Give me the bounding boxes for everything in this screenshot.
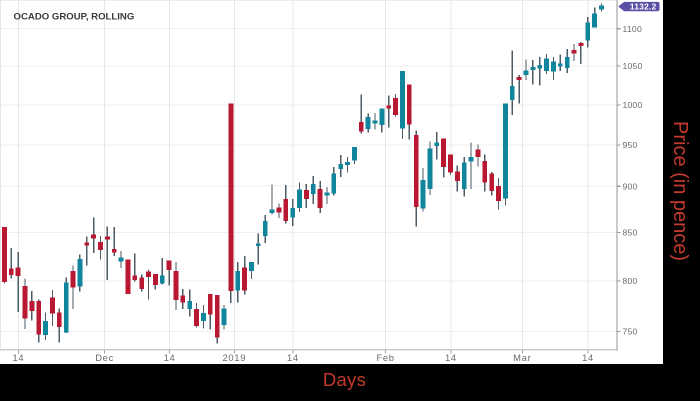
svg-text:OCADO GROUP, ROLLING: OCADO GROUP, ROLLING: [14, 12, 135, 23]
svg-text:1050: 1050: [623, 61, 643, 71]
svg-text:1100: 1100: [623, 24, 642, 34]
svg-text:950: 950: [623, 140, 638, 150]
svg-text:850: 850: [623, 228, 638, 238]
svg-text:750: 750: [623, 327, 638, 337]
svg-text:2019: 2019: [222, 352, 246, 363]
svg-text:Dec: Dec: [95, 352, 114, 363]
svg-text:14: 14: [445, 352, 457, 363]
svg-text:14: 14: [582, 352, 594, 363]
svg-text:Days: Days: [323, 369, 366, 390]
svg-text:Price (in pence): Price (in pence): [669, 121, 691, 261]
svg-text:1132.2: 1132.2: [630, 2, 657, 12]
svg-text:14: 14: [12, 352, 24, 363]
svg-text:Feb: Feb: [376, 352, 394, 363]
svg-text:900: 900: [623, 181, 638, 191]
svg-text:Mar: Mar: [513, 352, 531, 363]
svg-text:800: 800: [623, 276, 638, 286]
svg-text:1000: 1000: [623, 100, 643, 110]
svg-text:14: 14: [287, 352, 299, 363]
svg-text:14: 14: [164, 352, 176, 363]
